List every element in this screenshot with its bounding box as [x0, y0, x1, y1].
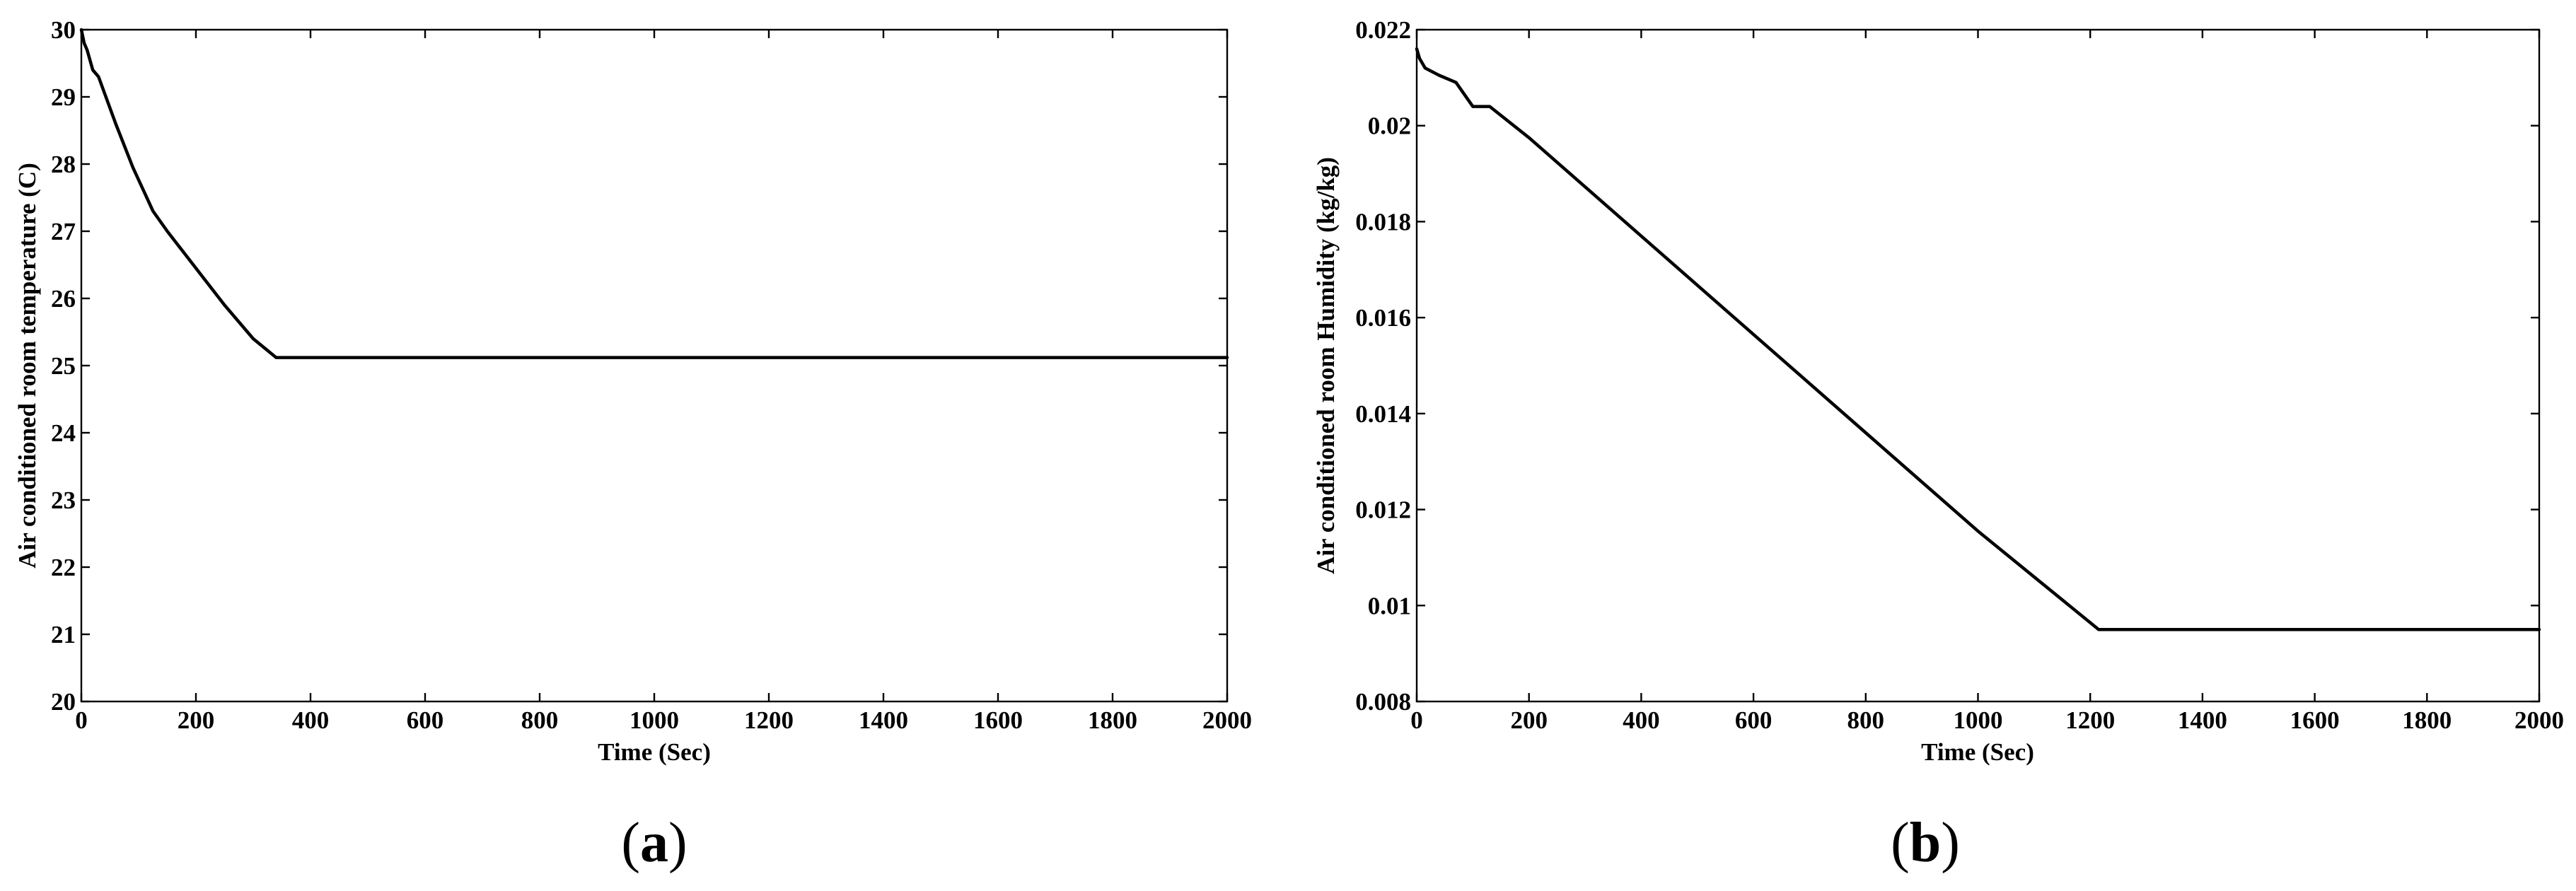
x-axis-label-b: Time (Sec)	[1921, 738, 2034, 766]
y-tick-label-b: 0.02	[1368, 112, 1411, 140]
x-tick-label-b: 1800	[2402, 706, 2452, 734]
x-tick-label-a: 1200	[744, 706, 794, 734]
chart-panel-a: 0 200 400 600 800 1000 1200 1400 1600 1800 2000 20…	[13, 16, 1252, 874]
y-tick-label-b: 0.016	[1355, 304, 1411, 332]
x-tick-label-a: 1400	[859, 706, 908, 734]
y-tick-label-a: 20	[51, 688, 76, 716]
y-tick-label-a: 25	[51, 352, 76, 380]
x-tick-label-b: 1200	[2065, 706, 2115, 734]
x-tick-label-a: 400	[292, 706, 330, 734]
x-tick-label-a: 600	[407, 706, 444, 734]
caption-close-paren-a: )	[668, 812, 687, 874]
chart-panel-b: 0 200 400 600 800 1000 1200 1400 1600 1800 2000 0.…	[1312, 16, 2564, 874]
y-tick-label-b: 0.008	[1355, 688, 1411, 716]
x-tick-label-b: 1000	[1954, 706, 2003, 734]
y-tick-label-b: 0.012	[1355, 496, 1411, 524]
y-axis-label-b: Air conditioned room Humidity (kg/kg)	[1312, 157, 1340, 574]
series-line-b	[1415, 47, 2541, 631]
y-ticks-a: 20 21 22 23 24 25 26 27 28 29 30	[51, 16, 1227, 716]
y-tick-label-b: 0.022	[1355, 16, 1411, 44]
caption-letter-b: b	[1910, 812, 1942, 874]
x-ticks-a: 0 200 400 600 800 1000 1200 1400 1600 1800 2000	[75, 30, 1252, 734]
y-tick-label-a: 29	[51, 83, 76, 111]
x-tick-label-a: 2000	[1202, 706, 1252, 734]
x-tick-label-a: 200	[178, 706, 215, 734]
y-tick-label-a: 26	[51, 285, 76, 313]
y-tick-label-a: 21	[51, 621, 76, 648]
y-tick-label-a: 28	[51, 151, 76, 178]
y-tick-label-a: 27	[51, 218, 76, 245]
x-tick-label-b: 2000	[2514, 706, 2564, 734]
x-tick-label-b: 1400	[2178, 706, 2227, 734]
caption-open-paren-b: (	[1891, 812, 1910, 874]
y-tick-label-b: 0.01	[1368, 592, 1411, 619]
x-tick-label-a: 1600	[973, 706, 1023, 734]
panel-caption-a: (a)	[621, 812, 687, 874]
x-tick-label-a: 1000	[630, 706, 679, 734]
y-tick-label-b: 0.014	[1355, 400, 1411, 428]
x-tick-label-b: 1600	[2290, 706, 2340, 734]
x-ticks-b: 0 200 400 600 800 1000 1200 1400 1600 1800 2000	[1410, 30, 2564, 734]
x-tick-label-a: 800	[521, 706, 559, 734]
x-tick-label-b: 800	[1847, 706, 1885, 734]
series-line-a	[79, 28, 1229, 359]
y-axis-label-a: Air conditioned room temperature (C)	[13, 163, 41, 569]
caption-close-paren-b: )	[1941, 812, 1960, 874]
x-axis-label-a: Time (Sec)	[598, 738, 711, 766]
y-tick-label-a: 30	[51, 16, 76, 44]
y-tick-label-a: 22	[51, 554, 76, 581]
y-tick-label-a: 24	[51, 419, 76, 447]
series-lines-a	[79, 28, 1229, 359]
panel-caption-b: (b)	[1891, 812, 1960, 874]
plot-frame-a	[80, 28, 1229, 703]
plot-frame-b	[1415, 28, 2541, 703]
y-tick-label-a: 23	[51, 487, 76, 514]
x-tick-label-b: 200	[1510, 706, 1548, 734]
x-tick-label-b: 600	[1735, 706, 1773, 734]
caption-open-paren-a: (	[621, 812, 640, 874]
y-ticks-b: 0.008 0.01 0.012 0.014 0.016 0.018 0.02 0.022	[1355, 16, 2539, 716]
x-tick-label-a: 1800	[1088, 706, 1137, 734]
x-tick-label-a: 0	[75, 706, 88, 734]
x-tick-label-b: 400	[1623, 706, 1660, 734]
x-tick-label-b: 0	[1410, 706, 1423, 734]
y-tick-label-b: 0.018	[1355, 208, 1411, 235]
series-lines-b	[1415, 47, 2541, 631]
caption-letter-a: a	[640, 812, 668, 874]
